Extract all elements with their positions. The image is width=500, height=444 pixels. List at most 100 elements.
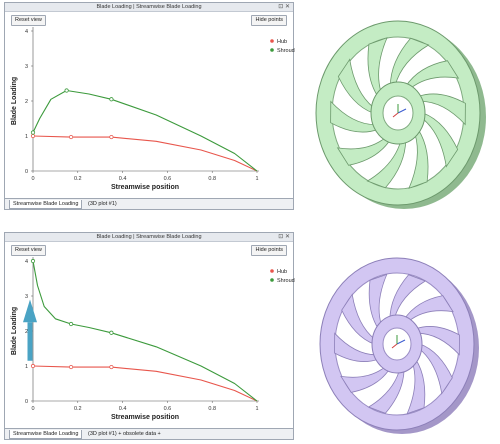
legend-label-hub: Hub <box>277 39 287 45</box>
y-tick-label: 2 <box>25 329 28 335</box>
axis-triad-icon <box>391 335 406 349</box>
x-tick-label: 0.4 <box>119 406 127 412</box>
hide-points-button[interactable]: Hide points <box>251 245 287 256</box>
y-tick-label: 4 <box>25 29 28 35</box>
pin-icon[interactable]: ⊡ <box>278 4 284 10</box>
blade <box>389 37 430 87</box>
panel-title: Blade Loading | Streamwise Blade Loading <box>96 4 202 10</box>
panel-title: Blade Loading | Streamwise Blade Loading <box>96 234 202 240</box>
blade-loading-panel-bottom: Blade Loading | Streamwise Blade Loading… <box>4 232 295 441</box>
blade-loading-chart-bottom[interactable]: 0 1 2 3 4 0 0.2 0.4 0.6 0.8 1 Streamwise position Bl… <box>5 233 295 441</box>
x-axis-label: Streamwise position <box>111 414 179 421</box>
tab-streamwise-blade-loading[interactable]: Streamwise Blade Loading <box>9 430 83 439</box>
hide-points-button[interactable]: Hide points <box>251 15 287 26</box>
arrow-up-icon <box>23 299 37 323</box>
blade-loading-panel-top: Blade Loading | Streamwise Blade Loading… <box>4 2 295 211</box>
data-point <box>109 134 114 140</box>
blade-loading-chart-top[interactable]: 0 1 2 3 4 0 0.2 0.4 0.6 0.8 1 Streamwise position Bl… <box>5 3 295 211</box>
y-axis-label: Blade Loading <box>11 307 18 355</box>
panel-titlebar: Blade Loading | Streamwise Blade Loading… <box>5 3 293 12</box>
data-point <box>30 363 36 369</box>
blade <box>405 60 460 90</box>
data-point <box>68 321 74 327</box>
x-tick-label: 0.6 <box>164 176 172 182</box>
data-point <box>30 133 36 139</box>
x-tick-label: 1 <box>255 176 258 182</box>
blade <box>368 273 388 330</box>
panel-titlebar: Blade Loading | Streamwise Blade Loading… <box>5 233 293 242</box>
legend-marker-shroud <box>270 48 274 52</box>
blade <box>330 100 379 133</box>
x-tick-label: 0.8 <box>208 176 216 182</box>
pin-icon[interactable]: ⊡ <box>278 234 284 240</box>
axis-triad-icon <box>392 104 407 118</box>
x-tick-label: 0.4 <box>119 176 127 182</box>
impeller-blades <box>330 37 466 189</box>
blade <box>334 332 379 362</box>
impeller-3d-model-purple[interactable] <box>306 245 490 441</box>
y-tick-label: 2 <box>25 99 28 105</box>
bottom-tab-bar: Streamwise Blade Loading (3D plot #1) + … <box>5 428 293 439</box>
legend-label-shroud: Shroud <box>277 278 295 284</box>
reset-view-button[interactable]: Reset view <box>11 15 46 26</box>
blade <box>341 293 375 345</box>
x-tick-label: 0.2 <box>74 406 82 412</box>
data-point <box>30 258 36 264</box>
y-tick-label: 1 <box>25 364 28 370</box>
blade <box>417 93 466 126</box>
tab-3d-plot-obsolete[interactable]: (3D plot #1) + obsolete data + <box>88 431 161 437</box>
data-point <box>109 97 114 102</box>
blade <box>389 274 427 321</box>
data-point <box>68 364 74 370</box>
x-tick-label: 0.2 <box>74 176 82 182</box>
window-controls[interactable]: ⊡ ✕ <box>278 233 290 242</box>
blade <box>406 358 426 415</box>
tab-3d-plot[interactable]: (3D plot #1) <box>88 201 117 207</box>
blade <box>367 367 405 414</box>
series-line-shroud <box>32 89 258 172</box>
impeller-3d-model-green[interactable] <box>300 5 496 215</box>
window-controls[interactable]: ⊡ ✕ <box>278 3 290 12</box>
legend-label-shroud: Shroud <box>277 48 295 54</box>
series-line-hub <box>32 365 258 402</box>
arrow-shaft <box>27 322 33 361</box>
blade <box>419 343 453 395</box>
close-icon[interactable]: ✕ <box>284 234 290 240</box>
data-point <box>64 88 69 93</box>
x-tick-label: 0 <box>31 406 34 412</box>
legend-marker-hub <box>270 39 274 43</box>
x-tick-label: 1 <box>255 406 258 412</box>
legend-marker-shroud <box>270 278 274 282</box>
y-tick-label: 3 <box>25 294 28 300</box>
blade <box>367 37 388 98</box>
y-tick-label: 3 <box>25 64 28 70</box>
series-line-hub <box>32 135 258 172</box>
blade <box>366 139 407 189</box>
legend-marker-hub <box>270 269 274 273</box>
y-tick-label: 4 <box>25 259 28 265</box>
x-tick-label: 0 <box>31 176 34 182</box>
reset-view-button[interactable]: Reset view <box>11 245 46 256</box>
blade <box>403 295 454 323</box>
data-point <box>30 130 36 135</box>
blade <box>415 326 460 356</box>
data-point <box>68 134 74 140</box>
bottom-tab-bar: Streamwise Blade Loading (3D plot #1) <box>5 198 293 209</box>
blade <box>422 112 459 168</box>
blade <box>337 58 374 114</box>
blade <box>336 136 391 166</box>
close-icon[interactable]: ✕ <box>284 4 290 10</box>
legend-label-hub: Hub <box>277 269 287 275</box>
y-axis-label: Blade Loading <box>11 77 18 125</box>
data-point <box>109 330 114 335</box>
tab-streamwise-blade-loading[interactable]: Streamwise Blade Loading <box>9 200 83 209</box>
x-tick-label: 0.6 <box>164 406 172 412</box>
blade <box>408 128 429 189</box>
series-line-shroud <box>32 260 258 402</box>
x-axis-label: Streamwise position <box>111 184 179 191</box>
y-tick-label: 1 <box>25 134 28 140</box>
y-tick-label: 0 <box>25 169 28 175</box>
x-tick-label: 0.8 <box>208 406 216 412</box>
impeller-blades <box>334 273 460 415</box>
y-tick-label: 0 <box>25 399 28 405</box>
